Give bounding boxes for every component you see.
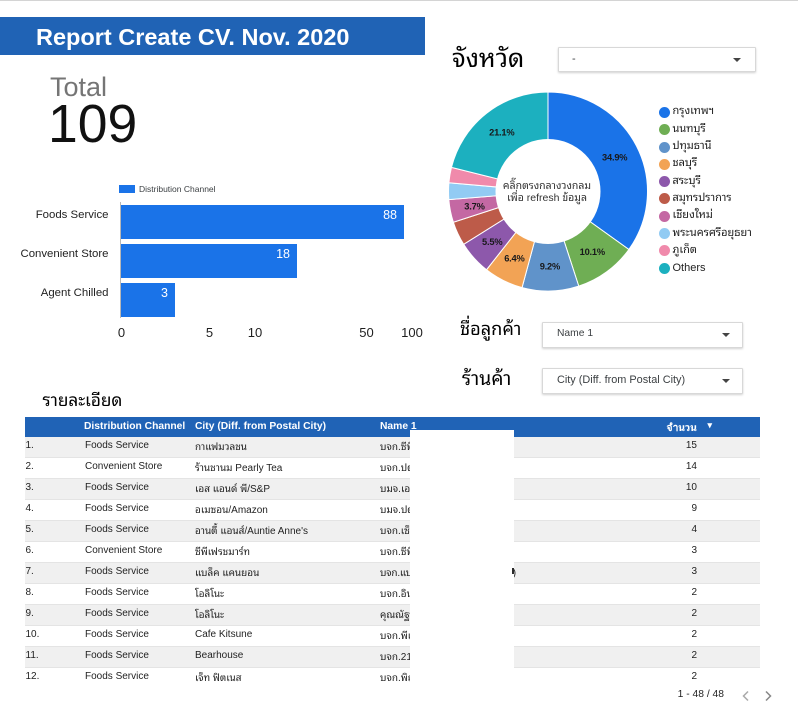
- svg-text:5.5%: 5.5%: [482, 237, 503, 247]
- svg-text:3.7%: 3.7%: [464, 201, 485, 211]
- svg-text:21.1%: 21.1%: [489, 128, 515, 138]
- svg-text:9.2%: 9.2%: [540, 262, 561, 272]
- svg-text:10.1%: 10.1%: [580, 247, 606, 257]
- svg-text:34.9%: 34.9%: [602, 152, 628, 162]
- svg-text:6.4%: 6.4%: [504, 254, 525, 264]
